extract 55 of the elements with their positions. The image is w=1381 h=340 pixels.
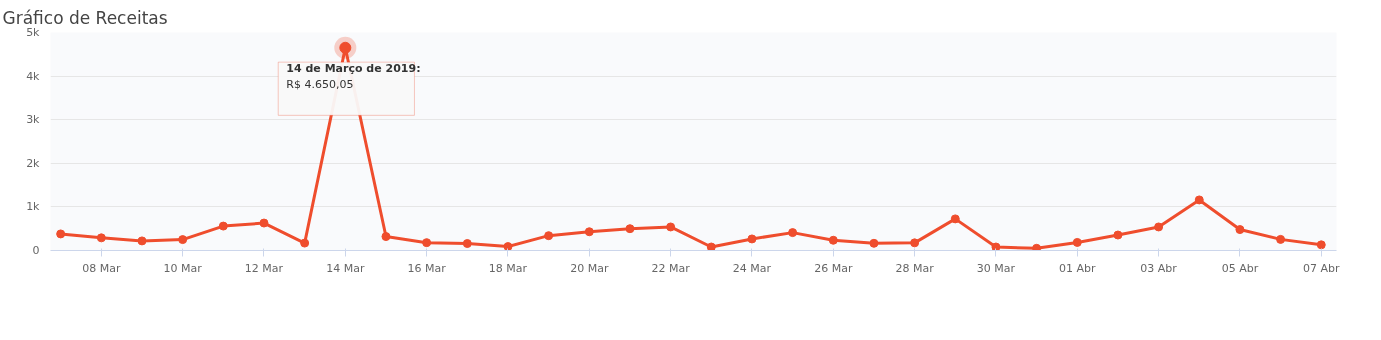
point xyxy=(544,231,554,241)
point xyxy=(300,238,310,248)
x-tick-label: 16 Mar xyxy=(407,261,447,275)
x-tick-label: 10 Mar xyxy=(163,261,203,275)
point xyxy=(706,242,716,251)
annotation: 14 de Março de 2019: R$ 4.650,05 xyxy=(286,61,421,92)
point xyxy=(584,227,594,237)
x-tick-label: 30 Mar xyxy=(976,261,1016,275)
x-tick-label: 01 Abr xyxy=(1059,261,1097,275)
point xyxy=(1316,240,1326,250)
y-tick-label: 3k xyxy=(26,113,41,127)
point xyxy=(178,235,188,245)
point xyxy=(137,236,147,246)
x-tick-label: 03 Abr xyxy=(1140,261,1178,275)
point xyxy=(259,218,269,228)
point xyxy=(1154,222,1164,232)
x-tick-label: 05 Abr xyxy=(1221,261,1259,275)
point xyxy=(666,222,676,232)
x-tick-label: 14 Mar xyxy=(326,261,365,275)
y-tick-label: 4k xyxy=(26,69,41,83)
point xyxy=(218,221,228,231)
point xyxy=(1113,230,1123,240)
point xyxy=(1072,237,1082,247)
chart-title: Gráfico de Receitas xyxy=(2,7,168,28)
x-tick-label: 08 Mar xyxy=(82,261,121,275)
point xyxy=(910,238,920,248)
x-tick-label: 24 Mar xyxy=(732,261,772,275)
point xyxy=(96,233,106,243)
point xyxy=(625,224,635,234)
y-tick-label: 0 xyxy=(32,244,40,257)
x-tick-label: 20 Mar xyxy=(570,261,609,275)
x-tick-label: 26 Mar xyxy=(814,261,853,275)
point xyxy=(869,238,879,248)
point xyxy=(503,242,513,251)
point xyxy=(828,235,838,245)
point xyxy=(788,228,798,238)
y-tick-label: 2k xyxy=(26,156,41,170)
x-tick-label: 18 Mar xyxy=(488,261,528,275)
x-tick-label: 28 Mar xyxy=(895,261,935,275)
x-tick-label: 07 Abr xyxy=(1302,261,1340,275)
point xyxy=(747,234,757,244)
point xyxy=(950,214,960,224)
x-tick-label: 12 Mar xyxy=(244,261,284,275)
y-tick-label: 1k xyxy=(26,200,41,214)
point xyxy=(991,242,1001,251)
point xyxy=(422,238,432,248)
y-tick-label: 5k xyxy=(26,26,41,39)
point xyxy=(56,229,66,239)
x-tick-label: 22 Mar xyxy=(651,261,691,275)
point xyxy=(1032,243,1042,251)
point xyxy=(462,239,472,249)
point xyxy=(1235,225,1245,235)
point xyxy=(1276,234,1286,244)
point xyxy=(1194,195,1204,205)
point xyxy=(381,232,391,242)
